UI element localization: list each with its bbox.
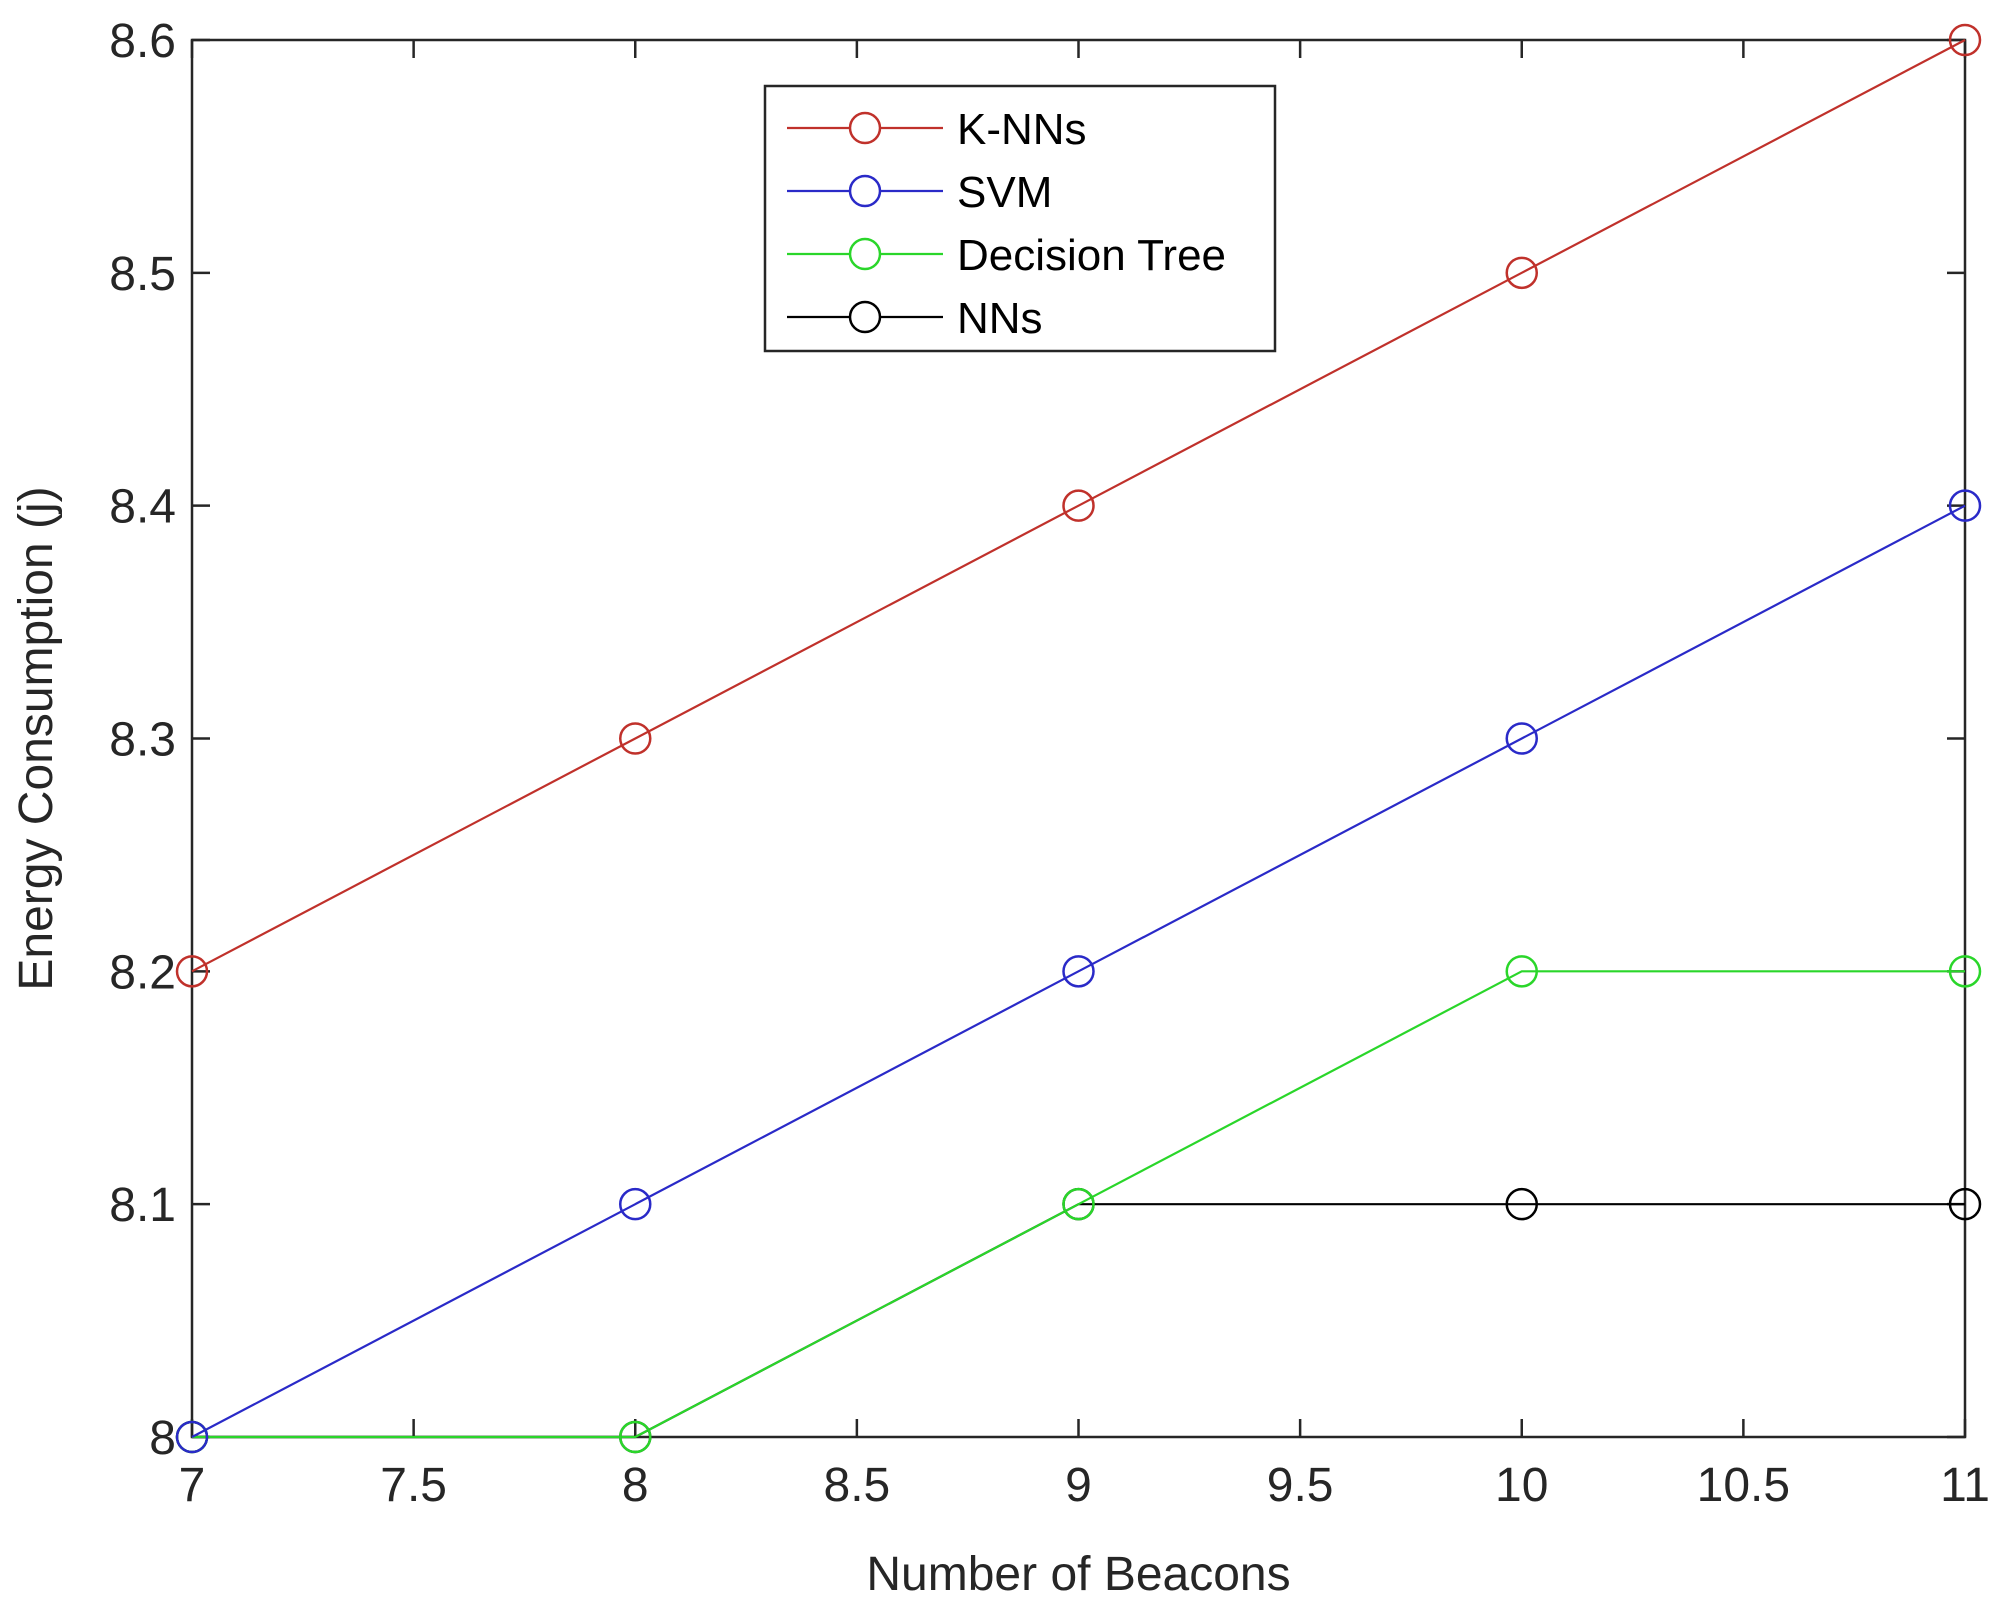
x-tick-label: 9 (1065, 1459, 1092, 1512)
x-tick-label: 7.5 (380, 1459, 447, 1512)
x-tick-label: 9.5 (1267, 1459, 1334, 1512)
data-point (1948, 23, 1982, 57)
legend-item: K-NNs (787, 105, 1087, 154)
x-tick-label: 10 (1495, 1459, 1548, 1512)
legend-label: Decision Tree (957, 231, 1226, 280)
x-tick-label: 8.5 (824, 1459, 891, 1512)
x-tick-label: 7 (179, 1459, 206, 1512)
data-point (1062, 1187, 1095, 1221)
data-point (619, 722, 652, 755)
legend-item: SVM (787, 168, 1052, 217)
data-point (1948, 1187, 1982, 1221)
data-point (1505, 722, 1538, 755)
series-line (192, 970, 1965, 1439)
legend-item: NNs (787, 294, 1043, 343)
legend-marker (848, 237, 882, 271)
x-tick-label: 10.5 (1697, 1459, 1790, 1512)
data-point (175, 955, 209, 988)
legend-marker (848, 174, 882, 208)
series-lines (191, 39, 1966, 1439)
x-axis-title: Number of Beacons (866, 1548, 1290, 1601)
data-point (619, 1420, 652, 1454)
legend-label: NNs (957, 294, 1043, 343)
data-point (1505, 955, 1538, 988)
y-tick-label: 8.3 (109, 714, 176, 767)
y-tick-label: 8.4 (109, 481, 176, 534)
data-point (1062, 955, 1095, 988)
legend-marker (848, 111, 882, 145)
y-tick-label: 8 (149, 1412, 176, 1465)
data-point (1505, 256, 1538, 290)
y-axis-title: Energy Consumption (j) (10, 486, 63, 990)
data-point (175, 1420, 209, 1454)
y-tick-label: 8.5 (109, 248, 176, 301)
y-tick-label: 8.6 (109, 15, 176, 68)
data-point (619, 1187, 652, 1221)
tick-labels: 7 7.5 8 8.5 9 9.5 10 10.5 11 8 8.1 8.2 8.3 8.4 8.5 8.6 (109, 15, 1990, 1512)
series-line (191, 504, 1966, 1438)
y-tick-label: 8.2 (109, 946, 176, 999)
series-markers (175, 23, 1982, 1454)
data-point (1062, 489, 1095, 522)
legend-item: Decision Tree (787, 231, 1226, 280)
legend-label: SVM (957, 168, 1052, 217)
series-line (191, 39, 1966, 973)
data-point (1948, 489, 1982, 522)
legend: K-NNs SVM Decision Tree NNs (763, 84, 1277, 353)
x-tick-label: 8 (622, 1459, 649, 1512)
x-tick-label: 11 (1940, 1459, 1990, 1512)
data-point (1505, 1187, 1538, 1221)
y-tick-label: 8.1 (109, 1179, 176, 1232)
data-point (1948, 955, 1982, 988)
legend-label: K-NNs (957, 105, 1087, 154)
legend-marker (848, 300, 882, 334)
